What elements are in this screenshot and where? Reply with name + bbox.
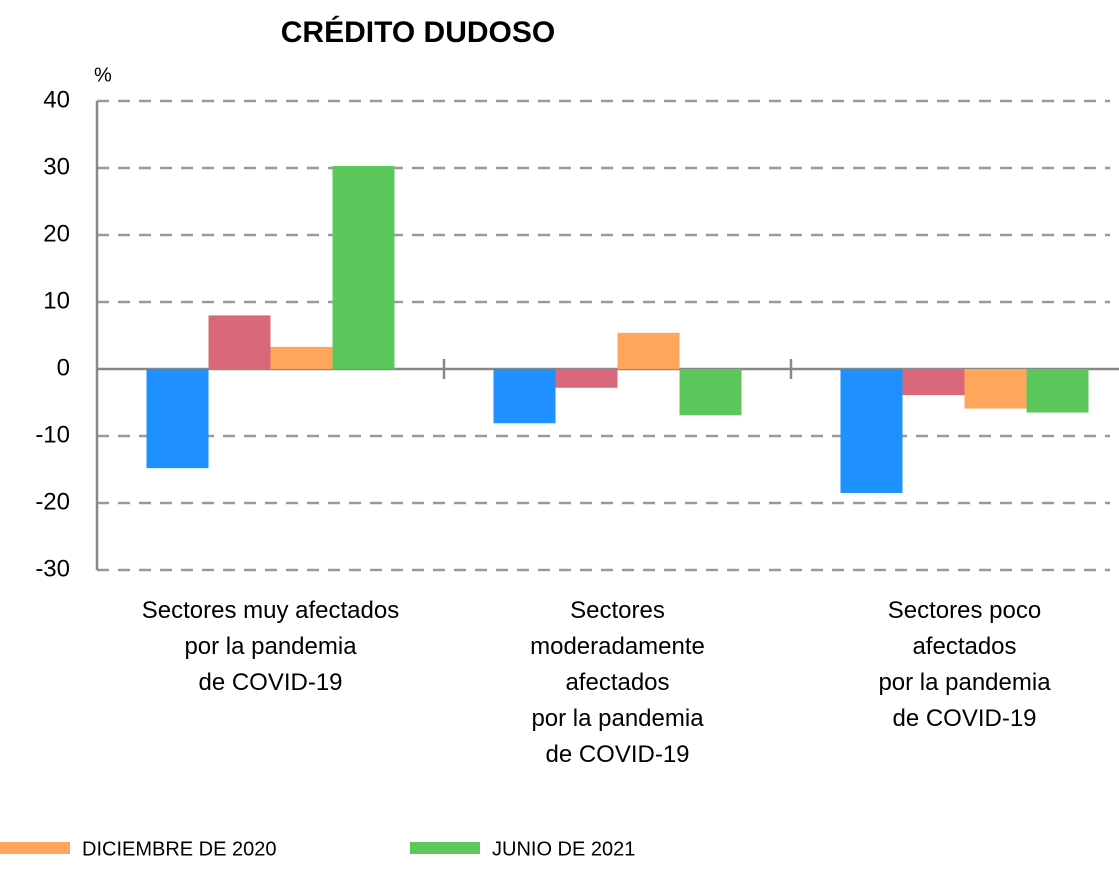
bar <box>555 369 618 388</box>
legend-label: JUNIO DE 2021 <box>492 838 635 860</box>
bar <box>270 346 333 369</box>
x-tick-label: Sectores muy afectados por la pandemia de … <box>142 597 399 696</box>
bar <box>493 369 556 424</box>
bar <box>679 369 742 416</box>
y-unit: % <box>94 64 112 86</box>
x-tick-label: Sectores moderadamente afectados por la pan… <box>530 597 705 768</box>
bar <box>964 369 1027 409</box>
bar <box>146 369 209 469</box>
y-tick-label: 40 <box>43 86 70 113</box>
y-tick-label: -20 <box>35 488 70 515</box>
bar <box>208 315 271 369</box>
bar <box>332 165 395 369</box>
chart-title: CRÉDITO DUDOSO <box>281 15 555 49</box>
legend-label: DICIEMBRE DE 2020 <box>82 838 277 860</box>
legend-swatch <box>0 842 70 854</box>
y-tick-label: 10 <box>43 287 70 314</box>
x-tick-label: Sectores poco afectados por la pandemia de … <box>878 597 1051 732</box>
legend-swatch <box>410 842 480 854</box>
y-tick-label: 0 <box>57 354 70 381</box>
bar <box>902 369 965 396</box>
y-tick-label: 20 <box>43 220 70 247</box>
bar <box>1026 369 1089 413</box>
y-tick-label: -30 <box>35 555 70 582</box>
y-tick-label: 30 <box>43 153 70 180</box>
y-tick-label: -10 <box>35 421 70 448</box>
bar <box>840 369 903 493</box>
bar <box>617 332 680 369</box>
